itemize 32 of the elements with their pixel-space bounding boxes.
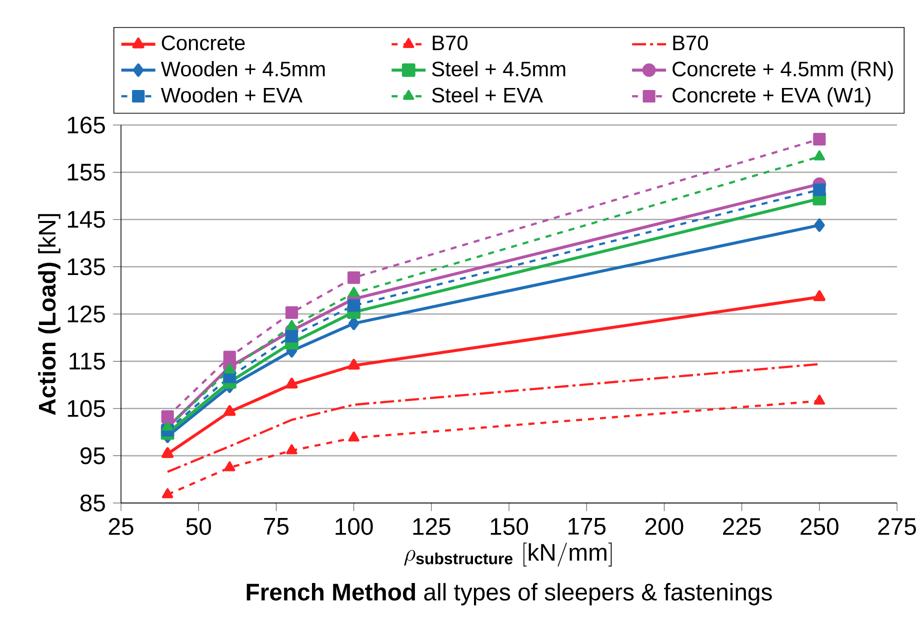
legend-label: B70 [673,35,708,50]
legend-label: Steel + EVA [432,87,543,103]
legend-label: Concrete + 4.5mm (RN) [672,61,893,81]
y-tick-label: 105 [68,400,105,417]
legend-label: Concrete + EVA (W1) [672,87,870,107]
y-tick-label: 135 [68,258,105,276]
x-tick-label: 275 [878,518,916,535]
x-tick-label: 50 [186,518,211,535]
x-tick-label: 125 [413,518,450,535]
y-axis-title: Action (Load) [kN] [38,214,60,416]
x-tick-label: 200 [645,518,684,535]
x-tick-label: 100 [336,518,373,535]
x-tick-label: 25 [108,518,134,535]
x-tick-label: 75 [264,518,288,535]
x-tick-label: 150 [490,518,528,535]
x-axis-title: $\rho_{\mathbf{substructure}}\;\mathrm{[kN/mm]}$ [404,542,612,567]
x-tick-label: 250 [800,518,838,535]
y-tick-label: 145 [68,211,105,228]
y-tick-label: 125 [68,306,105,322]
legend-label: Wooden + 4.5mm [160,61,325,76]
y-tick-label: 155 [68,164,105,181]
y-tick-label: 165 [68,116,105,134]
text: French Method all types of sleepers & fastenings [246,583,772,606]
y-tick-label: 115 [70,352,105,370]
y-tick-label: 95 [80,447,105,464]
legend-label: B70 [432,35,468,50]
x-tick-label: 175 [568,518,606,535]
legend-label: Wooden + EVA [160,87,302,103]
x-tick-label: 225 [723,518,761,535]
legend-label: Concrete [162,35,245,50]
y-tick-label: 85 [80,494,105,512]
legend-label: Steel + 4.5mm [432,61,566,76]
